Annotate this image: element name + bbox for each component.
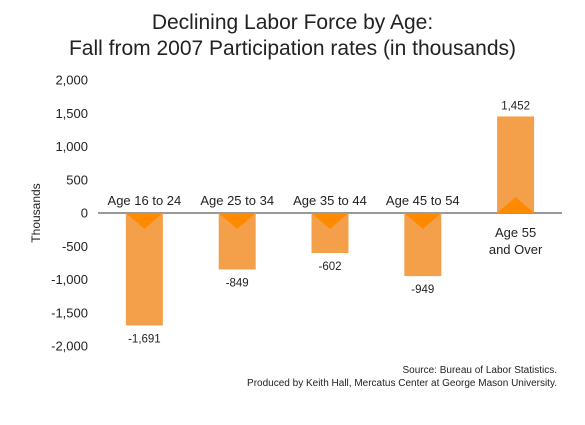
y-tick-label: -500 — [62, 239, 88, 254]
chart-title-line-2: Fall from 2007 Participation rates (in t… — [68, 37, 517, 60]
chart-title-line-1: Declining Labor Force by Age: — [151, 11, 434, 34]
data-label: 1,452 — [501, 100, 530, 112]
bar-baseline-marker — [404, 213, 442, 229]
category-label: Age 55 and Over — [489, 225, 543, 257]
category-label: Age 16 to 24 — [108, 193, 182, 208]
bar-baseline-marker — [311, 213, 349, 229]
y-tick-label: -2,000 — [51, 339, 88, 354]
y-tick-label: 1,500 — [55, 106, 88, 121]
bar-baseline-marker — [497, 197, 535, 213]
bar-baseline-marker — [218, 213, 256, 229]
category-label: Age 25 to 34 — [200, 193, 274, 208]
bar-baseline-marker — [125, 213, 163, 229]
y-tick-label: 0 — [81, 206, 88, 221]
y-tick-label: 500 — [66, 172, 88, 187]
source-note: Source: Bureau of Labor Statistics. — [402, 365, 557, 376]
y-tick-label: -1,000 — [51, 272, 88, 287]
y-tick-label: 2,000 — [55, 73, 88, 88]
bar — [497, 116, 535, 213]
y-axis-title: Thousands — [29, 183, 43, 242]
y-tick-label: -1,500 — [51, 305, 88, 320]
bar — [125, 213, 163, 326]
data-label: -602 — [318, 261, 341, 273]
y-tick-label: 1,000 — [55, 139, 88, 154]
category-label: Age 45 to 54 — [386, 193, 460, 208]
credit-note: Produced by Keith Hall, Mercatus Center … — [247, 378, 557, 389]
category-label: Age 35 to 44 — [293, 193, 367, 208]
data-label: -949 — [411, 284, 434, 296]
data-label: -849 — [226, 277, 249, 289]
data-label: -1,691 — [128, 333, 161, 345]
